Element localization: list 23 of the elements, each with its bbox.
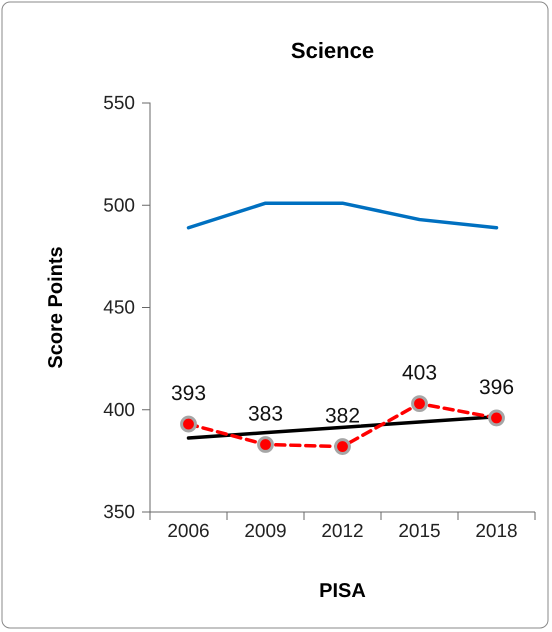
- point: [334, 438, 351, 455]
- y-tick-label: 550: [103, 93, 135, 114]
- y-tick-label: 500: [103, 195, 135, 216]
- data-label: 383: [248, 402, 284, 426]
- data-label: 393: [170, 382, 206, 406]
- x-tick-label: 2015: [398, 521, 441, 542]
- y-tick-label: 450: [103, 298, 135, 319]
- x-tick-label: 2009: [244, 521, 287, 542]
- data-label: 396: [478, 376, 514, 399]
- data-label: 382: [324, 404, 360, 428]
- y-tick-label: 400: [103, 400, 135, 421]
- x-tick-label: 2006: [167, 521, 210, 542]
- point: [488, 410, 505, 426]
- point: [411, 395, 428, 412]
- y-axis-title: Score Points: [45, 246, 67, 369]
- x-tick-label: 2018: [475, 521, 518, 542]
- point: [257, 436, 274, 453]
- point: [180, 416, 197, 432]
- x-axis-title: PISA: [319, 580, 366, 602]
- chart-title: Science: [290, 38, 374, 63]
- y-tick-label: 350: [103, 502, 135, 524]
- data-label: 403: [402, 362, 438, 385]
- x-tick-label: 2012: [321, 521, 364, 542]
